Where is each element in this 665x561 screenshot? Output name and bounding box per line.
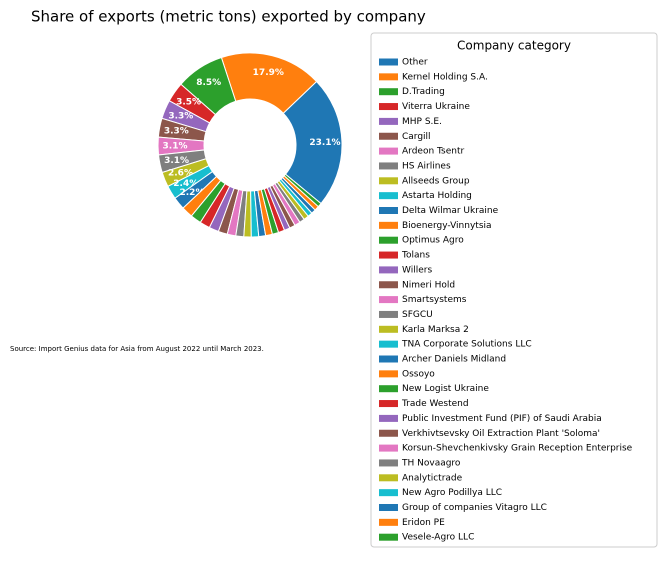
legend-label: Trade Westend: [401, 399, 469, 409]
legend-label: Eridon PE: [402, 518, 445, 528]
legend-swatch: [379, 504, 398, 511]
legend-box: [370, 32, 658, 548]
legend-label: Korsun-Shevchenkivsky Grain Reception En…: [402, 444, 633, 454]
legend-title: Company category: [457, 39, 571, 53]
legend-label: Public Investment Fund (PIF) of Saudi Ar…: [402, 414, 602, 424]
legend-label: Cargill: [402, 132, 431, 142]
value-label: 3.3%: [168, 111, 193, 121]
source-note: Source: Import Genius data for Asia from…: [10, 345, 264, 353]
legend-label: TH Novaagro: [401, 458, 461, 468]
legend-swatch: [379, 310, 398, 318]
legend-label: Delta Wilmar Ukraine: [402, 206, 499, 216]
legend-label: HS Airlines: [402, 161, 451, 171]
legend-label: Willers: [402, 265, 432, 275]
legend-swatch: [379, 340, 398, 348]
value-label: 3.5%: [176, 97, 201, 107]
legend-label: Ardeon Tsentr: [402, 147, 464, 157]
value-label: 3.1%: [163, 141, 188, 151]
legend-label: Smartsystems: [402, 295, 467, 305]
wedge: [283, 173, 322, 208]
legend-label: Vesele-Agro LLC: [402, 533, 474, 543]
legend-label: Verkhivtsevsky Oil Extraction Plant 'Sol…: [402, 429, 600, 439]
legend-label: D.Trading: [402, 87, 445, 97]
legend-swatch: [379, 103, 398, 111]
chart-title: Share of exports (metric tons) exported …: [31, 8, 426, 26]
value-label: 23.1%: [309, 138, 340, 148]
legend-label: Viterra Ukraine: [402, 102, 470, 112]
legend-label: Analytictrade: [402, 473, 463, 483]
legend-swatch: [379, 177, 398, 185]
legend-swatch: [379, 474, 398, 482]
value-label: 8.5%: [196, 78, 221, 88]
legend-swatch: [379, 207, 398, 214]
legend-label: Astarta Holding: [402, 191, 472, 201]
legend-label: Allseeds Group: [402, 176, 470, 186]
legend-swatch: [379, 429, 398, 437]
legend-swatch: [379, 459, 398, 467]
legend-label: Ossoyo: [402, 369, 435, 379]
legend-swatch: [379, 117, 398, 125]
legend-swatch: [379, 162, 398, 170]
value-label: 2.6%: [168, 169, 193, 179]
legend-swatch: [379, 489, 398, 497]
legend-swatch: [379, 58, 398, 66]
legend-swatch: [379, 325, 398, 333]
legend-swatch: [379, 518, 398, 526]
legend-swatch: [379, 370, 398, 378]
legend-swatch: [379, 444, 398, 452]
legend-swatch: [379, 533, 398, 541]
legend-swatch: [379, 132, 398, 140]
legend-label: SFGCU: [402, 310, 433, 320]
value-label: 3.1%: [164, 156, 189, 166]
legend-label: MHP S.E.: [402, 117, 442, 127]
legend-swatch: [379, 296, 398, 304]
legend-label: Archer Daniels Midland: [402, 355, 506, 365]
legend-swatch: [379, 266, 398, 274]
legend-swatch: [379, 236, 398, 244]
legend-swatch: [379, 147, 398, 155]
legend-label: New Agro Podillya LLC: [402, 488, 502, 498]
legend-swatch: [379, 73, 398, 81]
legend-swatch: [379, 192, 398, 200]
value-label: 17.9%: [253, 68, 284, 78]
legend-label: Karla Marksa 2: [402, 325, 469, 335]
value-label: 2.2%: [180, 188, 205, 198]
legend-label: Optimus Agro: [402, 236, 464, 246]
legend-swatch: [379, 414, 398, 422]
legend-swatch: [379, 221, 398, 229]
legend-label: Group of companies Vitagro LLC: [402, 503, 547, 513]
legend-label: Bioenergy-Vinnytsia: [402, 221, 492, 231]
value-label: 3.3%: [164, 126, 189, 136]
legend-label: TNA Corporate Solutions LLC: [401, 340, 532, 350]
legend-label: Tolans: [401, 251, 430, 261]
value-label: 2.4%: [173, 179, 198, 189]
legend-swatch: [379, 355, 398, 363]
legend-swatch: [379, 385, 398, 393]
legend-label: New Logist Ukraine: [402, 384, 489, 394]
wedge: [282, 80, 343, 205]
legend-swatch: [379, 88, 398, 96]
legend-swatch: [379, 251, 398, 259]
legend-swatch: [379, 400, 398, 408]
legend-label: Nimeri Hold: [402, 280, 455, 290]
legend-label: Kernel Holding S.A.: [402, 72, 488, 82]
legend-label: Other: [402, 58, 428, 68]
legend-swatch: [379, 281, 398, 289]
